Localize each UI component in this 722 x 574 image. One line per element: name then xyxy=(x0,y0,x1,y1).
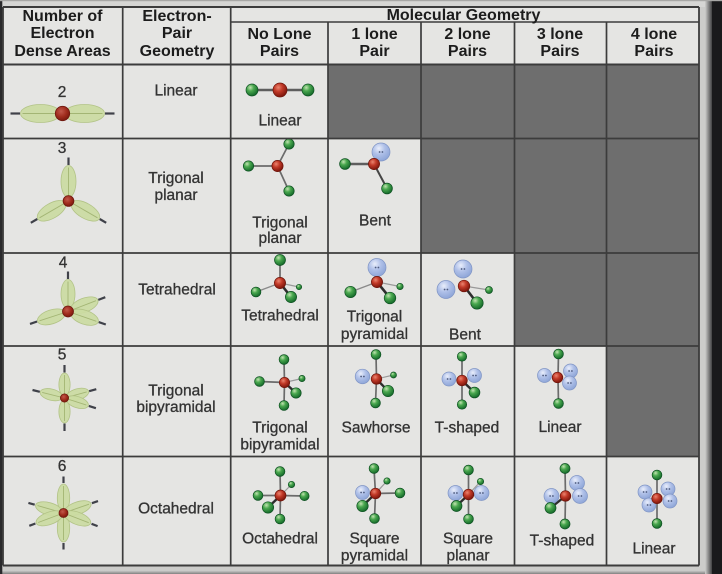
svg-text:Molecular Geometry: Molecular Geometry xyxy=(387,7,541,24)
svg-text:T-shaped: T-shaped xyxy=(530,533,595,550)
svg-text:pyramidal: pyramidal xyxy=(341,326,408,343)
svg-text:4: 4 xyxy=(59,255,68,272)
svg-text:planar: planar xyxy=(154,187,197,204)
svg-text:Pairs: Pairs xyxy=(448,43,487,60)
svg-text:Tetrahedral: Tetrahedral xyxy=(138,282,216,299)
svg-text:Trigonal: Trigonal xyxy=(252,420,307,437)
svg-text:Square: Square xyxy=(350,531,400,548)
svg-text:4 lone: 4 lone xyxy=(631,26,677,43)
svg-text:Linear: Linear xyxy=(154,83,197,100)
svg-text:bipyramidal: bipyramidal xyxy=(240,437,319,454)
svg-text:Pair: Pair xyxy=(359,43,389,60)
svg-text:Sawhorse: Sawhorse xyxy=(342,420,411,437)
svg-text:Trigonal: Trigonal xyxy=(252,215,307,232)
svg-text:pyramidal: pyramidal xyxy=(341,548,408,565)
svg-text:2: 2 xyxy=(58,84,67,101)
svg-text:Linear: Linear xyxy=(632,541,675,558)
svg-text:Pairs: Pairs xyxy=(260,43,299,60)
svg-text:Trigonal: Trigonal xyxy=(347,309,402,326)
svg-text:Tetrahedral: Tetrahedral xyxy=(241,308,319,325)
svg-text:1 lone: 1 lone xyxy=(351,26,397,43)
svg-text:Pairs: Pairs xyxy=(634,43,673,60)
svg-text:Linear: Linear xyxy=(258,113,301,130)
svg-text:Trigonal: Trigonal xyxy=(148,170,203,187)
svg-text:2 lone: 2 lone xyxy=(444,26,490,43)
svg-text:Octahedral: Octahedral xyxy=(138,501,214,518)
svg-text:Pairs: Pairs xyxy=(540,43,579,60)
svg-text:bipyramidal: bipyramidal xyxy=(136,399,215,416)
svg-text:Dense Areas: Dense Areas xyxy=(14,43,110,60)
svg-text:No Lone: No Lone xyxy=(248,26,312,43)
svg-text:3 lone: 3 lone xyxy=(537,26,583,43)
svg-text:planar: planar xyxy=(258,230,301,247)
svg-text:6: 6 xyxy=(58,458,67,475)
svg-text:Bent: Bent xyxy=(359,213,392,230)
svg-text:Square: Square xyxy=(443,531,493,548)
svg-text:T-shaped: T-shaped xyxy=(435,420,500,437)
svg-text:Geometry: Geometry xyxy=(140,43,215,60)
svg-text:3: 3 xyxy=(58,140,67,157)
svg-text:planar: planar xyxy=(446,548,489,565)
svg-text:Bent: Bent xyxy=(449,327,482,344)
svg-text:Number of: Number of xyxy=(23,8,104,25)
svg-text:Trigonal: Trigonal xyxy=(148,383,203,400)
svg-text:Pair: Pair xyxy=(162,25,192,42)
svg-text:Electron: Electron xyxy=(30,25,94,42)
svg-text:Electron-: Electron- xyxy=(142,8,211,25)
svg-text:Octahedral: Octahedral xyxy=(242,531,318,548)
svg-text:Linear: Linear xyxy=(538,419,581,436)
svg-text:5: 5 xyxy=(58,347,67,364)
